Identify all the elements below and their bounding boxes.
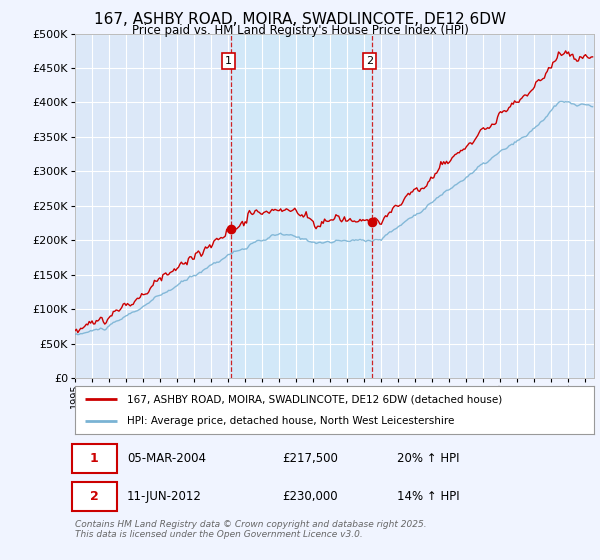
Text: £217,500: £217,500 (283, 452, 338, 465)
Bar (231, 34, 372, 378)
Text: Price paid vs. HM Land Registry's House Price Index (HPI): Price paid vs. HM Land Registry's House … (131, 24, 469, 36)
Text: £230,000: £230,000 (283, 490, 338, 503)
Text: Contains HM Land Registry data © Crown copyright and database right 2025.
This d: Contains HM Land Registry data © Crown c… (75, 520, 427, 539)
FancyBboxPatch shape (73, 482, 116, 511)
Text: 05-MAR-2004: 05-MAR-2004 (127, 452, 206, 465)
Text: 2: 2 (365, 56, 373, 66)
Text: 167, ASHBY ROAD, MOIRA, SWADLINCOTE, DE12 6DW: 167, ASHBY ROAD, MOIRA, SWADLINCOTE, DE1… (94, 12, 506, 27)
Text: 20% ↑ HPI: 20% ↑ HPI (397, 452, 459, 465)
Text: 11-JUN-2012: 11-JUN-2012 (127, 490, 202, 503)
Text: 2: 2 (90, 490, 98, 503)
Text: 1: 1 (225, 56, 232, 66)
Text: 167, ASHBY ROAD, MOIRA, SWADLINCOTE, DE12 6DW (detached house): 167, ASHBY ROAD, MOIRA, SWADLINCOTE, DE1… (127, 394, 502, 404)
Text: 1: 1 (90, 452, 98, 465)
Text: HPI: Average price, detached house, North West Leicestershire: HPI: Average price, detached house, Nort… (127, 416, 454, 426)
FancyBboxPatch shape (73, 444, 116, 473)
Text: 14% ↑ HPI: 14% ↑ HPI (397, 490, 460, 503)
